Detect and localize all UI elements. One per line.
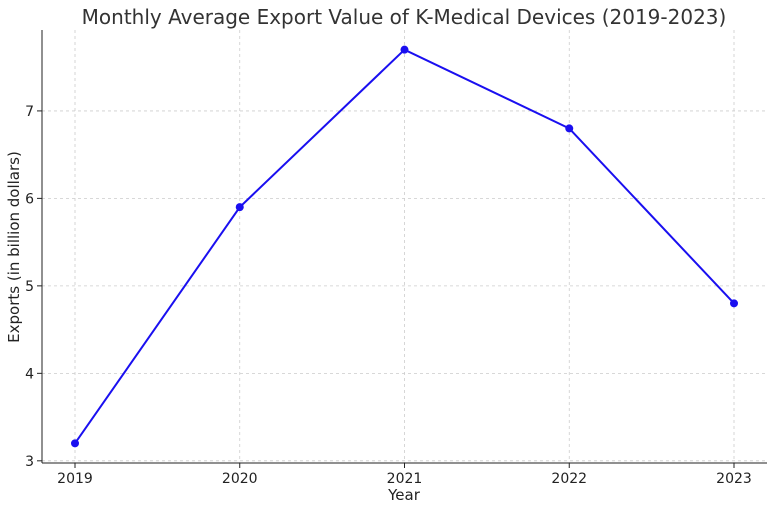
x-tick-label: 2023 xyxy=(716,471,752,487)
data-point xyxy=(235,203,244,212)
y-tick-label: 3 xyxy=(25,454,34,470)
x-tick-label: 2021 xyxy=(387,471,423,487)
y-axis-label: Exports (in billion dollars) xyxy=(5,151,23,343)
y-tick-label: 7 xyxy=(25,104,34,120)
grid-layer xyxy=(42,30,767,463)
chart-title: Monthly Average Export Value of K-Medica… xyxy=(82,5,727,29)
data-point xyxy=(71,439,79,448)
ticks-layer: 2019 2020 2021 2022 2023 3 4 5 6 7 xyxy=(25,104,752,487)
x-tick-label: 2019 xyxy=(57,471,93,487)
x-tick-label: 2022 xyxy=(551,471,587,487)
x-axis-label: Year xyxy=(387,486,421,504)
series-layer xyxy=(71,45,738,448)
x-tick-label: 2020 xyxy=(222,471,258,487)
y-tick-label: 4 xyxy=(25,366,34,382)
data-point xyxy=(730,299,738,308)
y-tick-label: 5 xyxy=(25,279,34,295)
data-point xyxy=(400,45,409,54)
data-point xyxy=(565,124,574,133)
y-tick-label: 6 xyxy=(25,191,34,207)
